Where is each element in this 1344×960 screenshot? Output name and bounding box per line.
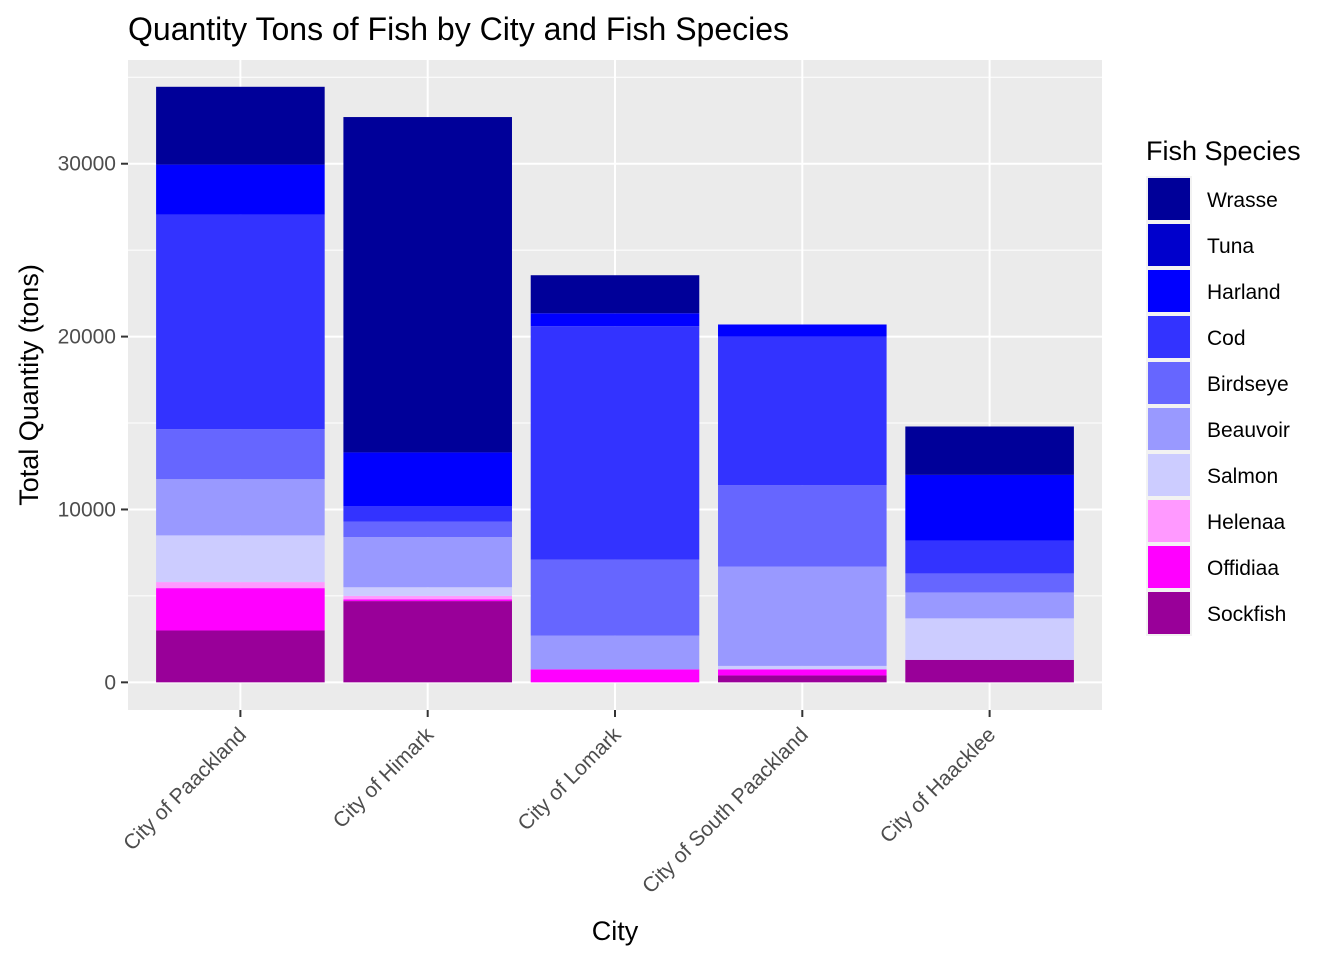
bar-segment-birdseye (156, 429, 325, 480)
chart-title: Quantity Tons of Fish by City and Fish S… (128, 11, 789, 47)
legend-label-tuna: Tuna (1207, 235, 1254, 258)
x-tick-label: City of Haacklee (876, 723, 1000, 847)
legend-swatch-sockfish (1148, 592, 1190, 634)
bar-segment-harland (343, 452, 512, 507)
legend-label-cod: Cod (1207, 327, 1246, 350)
legend-label-harland: Harland (1207, 281, 1281, 304)
bar-segment-birdseye (530, 559, 700, 636)
y-axis-title: Total Quantity (tons) (14, 264, 44, 506)
bar-segment-wrasse (343, 117, 512, 453)
bar-segment-wrasse (530, 275, 700, 314)
bar-segment-offidiaa (156, 588, 325, 631)
bar-segment-beauvoir (530, 635, 700, 670)
legend-label-wrasse: Wrasse (1207, 189, 1278, 212)
legend-swatch-birdseye (1148, 362, 1190, 404)
bar-segment-cod (718, 336, 887, 486)
bar-segment-beauvoir (156, 479, 325, 536)
bar-segment-beauvoir (718, 566, 887, 666)
bar-segment-salmon (905, 618, 1074, 660)
legend-swatch-wrasse (1148, 178, 1190, 220)
bar-segment-cod (905, 540, 1074, 574)
bar-segment-sockfish (905, 659, 1074, 683)
y-tick-label: 20000 (58, 326, 116, 349)
bar-segment-sockfish (343, 601, 512, 683)
x-tick-label: City of South Paackland (638, 723, 813, 898)
legend-swatch-salmon (1148, 454, 1190, 496)
legend-swatch-beauvoir (1148, 408, 1190, 450)
y-tick-label: 30000 (58, 153, 116, 176)
x-axis-title: City (592, 916, 639, 946)
bar-segment-offidiaa (343, 599, 512, 602)
bar-segment-helenaa (156, 582, 325, 589)
legend-label-birdseye: Birdseye (1207, 373, 1289, 396)
legend-swatch-cod (1148, 316, 1190, 358)
bar-segment-birdseye (905, 573, 1074, 593)
bar-segment-harland (905, 474, 1074, 541)
bar-segment-sockfish (718, 675, 887, 683)
bar-segment-birdseye (343, 521, 512, 538)
legend-swatch-helenaa (1148, 500, 1190, 542)
legend-label-salmon: Salmon (1207, 465, 1278, 488)
bar-segment-salmon (718, 665, 887, 670)
bar-segment-harland (156, 164, 325, 215)
bar-segment-helenaa (343, 595, 512, 600)
x-tick-label: City of Himark (329, 723, 439, 833)
y-tick-label: 10000 (58, 498, 116, 521)
x-tick-label: City of Lomark (514, 723, 626, 835)
bar-segment-offidiaa (530, 669, 700, 683)
bar-segment-cod (343, 506, 512, 522)
bar-segment-beauvoir (343, 537, 512, 588)
y-tick-label: 0 (104, 671, 116, 694)
bar-segment-birdseye (718, 485, 887, 567)
legend-swatch-tuna (1148, 224, 1190, 266)
bar-segment-beauvoir (905, 592, 1074, 619)
bar-segment-harland (530, 313, 700, 327)
bar-segment-cod (156, 214, 325, 430)
legend-swatch-offidiaa (1148, 546, 1190, 588)
bar-segment-salmon (156, 535, 325, 583)
legend-label-sockfish: Sockfish (1207, 603, 1286, 626)
x-tick-label: City of Paackland (119, 723, 251, 855)
legend-label-beauvoir: Beauvoir (1207, 419, 1290, 442)
bar-segment-wrasse (156, 86, 325, 165)
legend-title: Fish Species (1146, 136, 1301, 166)
legend-label-helenaa: Helenaa (1207, 511, 1286, 534)
bar-segment-offidiaa (718, 669, 887, 676)
legend-label-offidiaa: Offidiaa (1207, 557, 1279, 580)
bar-segment-cod (530, 326, 700, 560)
bar-segment-wrasse (905, 426, 1074, 475)
bar-segment-harland (718, 324, 887, 337)
bar-segment-sockfish (156, 630, 325, 683)
bar-segment-salmon (343, 587, 512, 596)
legend-swatch-harland (1148, 270, 1190, 312)
